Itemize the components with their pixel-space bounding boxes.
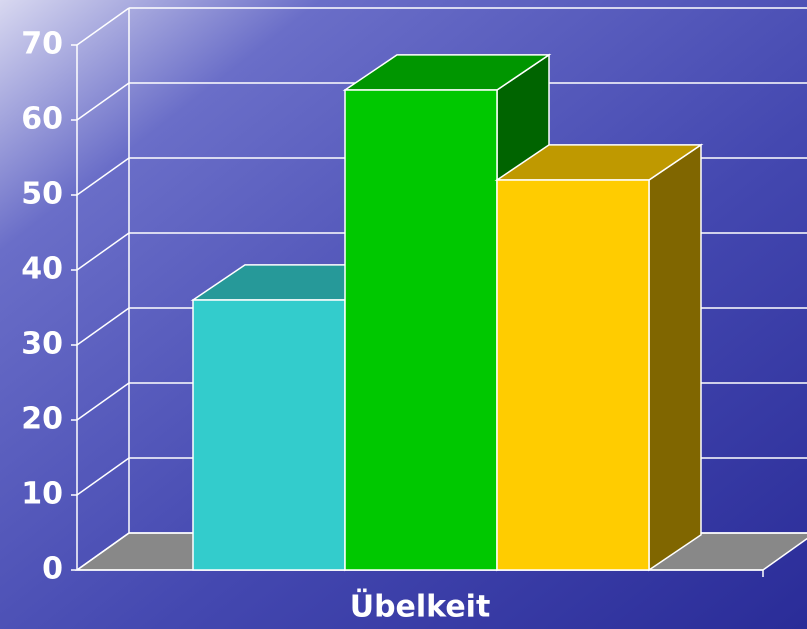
grid-line <box>76 232 130 271</box>
grid-line <box>76 82 130 121</box>
y-tick-label: 0 <box>42 552 63 587</box>
y-tick-label: 20 <box>21 402 63 437</box>
y-tick-label: 70 <box>21 27 63 62</box>
bar-side <box>648 143 702 572</box>
grid-line <box>76 157 130 196</box>
bar-front <box>496 179 650 571</box>
x-tick-label: Übelkeit <box>350 588 491 625</box>
y-tick-label: 40 <box>21 252 63 287</box>
bar-front <box>344 89 498 571</box>
y-tick-label: 50 <box>21 177 63 212</box>
bar-front <box>192 299 346 571</box>
bar <box>494 143 704 572</box>
grid-line <box>76 7 130 46</box>
grid-line <box>76 457 130 496</box>
y-tick-label: 10 <box>21 477 63 512</box>
y-tick-label: 60 <box>21 102 63 137</box>
grid-line <box>76 382 130 421</box>
grid-line <box>76 532 130 571</box>
grid-line <box>76 307 130 346</box>
y-tick-label: 30 <box>21 327 63 362</box>
